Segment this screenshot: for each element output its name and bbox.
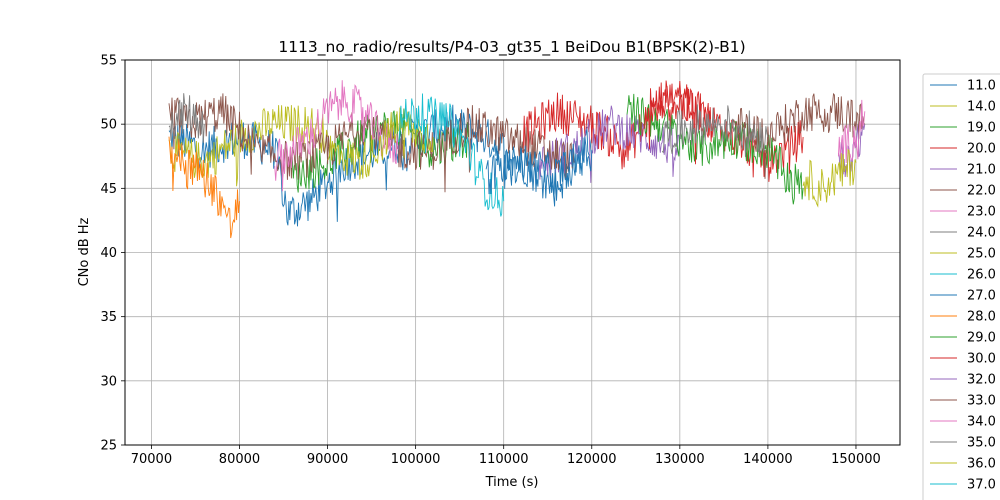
x-axis-ticks: 70000 80000 90000 100000 110000 120000 130000 1…	[131, 445, 881, 467]
x-tick-label: 140000	[743, 452, 793, 467]
x-tick-label: 120000	[567, 452, 617, 467]
x-tick-label: 150000	[831, 452, 881, 467]
y-tick-label: 35	[100, 310, 117, 325]
series-line-26-0	[397, 93, 505, 217]
y-tick-label: 50	[100, 118, 117, 133]
legend-entry: 11.0	[967, 79, 996, 94]
legend-entry: 37.0	[967, 478, 996, 493]
y-tick-label: 45	[100, 182, 117, 197]
legend-entry: 25.0	[967, 247, 996, 262]
legend-entry: 29.0	[967, 331, 996, 346]
series-line-25-0	[327, 107, 434, 180]
y-tick-label: 25	[100, 439, 117, 454]
legend-entry: 24.0	[967, 226, 996, 241]
series-line-36-0	[802, 148, 857, 208]
x-tick-label: 100000	[391, 452, 441, 467]
series-line-14-0	[168, 105, 329, 187]
x-tick-label: 90000	[307, 452, 348, 467]
legend-entry: 30.0	[967, 352, 996, 367]
x-axis-label: Time (s)	[485, 475, 539, 490]
legend-entry: 35.0	[967, 436, 996, 451]
series-line-29-0	[626, 93, 804, 205]
y-axis-ticks: 25 30 35 40 45 50 55	[100, 54, 125, 454]
legend-entry: 32.0	[967, 373, 996, 388]
series-line-24-0	[168, 93, 205, 143]
legend-entry: 26.0	[967, 268, 996, 283]
y-tick-label: 30	[100, 374, 117, 389]
legend-entry: 22.0	[967, 184, 996, 199]
x-tick-label: 70000	[131, 452, 172, 467]
series-line-22-0	[168, 93, 575, 193]
x-tick-label: 110000	[479, 452, 529, 467]
legend-entry: 21.0	[967, 163, 996, 178]
legend-entry: 19.0	[967, 121, 996, 136]
legend-entry: 20.0	[967, 142, 996, 157]
series-line-27-0	[485, 136, 593, 195]
legend-entry: 14.0	[967, 100, 996, 115]
x-tick-label: 80000	[219, 452, 260, 467]
legend-entry: 27.0	[967, 289, 996, 304]
series-line-30-0	[644, 80, 716, 165]
legend-entry: 36.0	[967, 457, 996, 472]
series-line-35-0	[661, 104, 769, 157]
legend-entry: 23.0	[967, 205, 996, 220]
legend-entry: 34.0	[967, 415, 996, 430]
series-line-23-0	[274, 80, 399, 192]
y-tick-label: 55	[100, 54, 117, 69]
y-tick-label: 40	[100, 246, 117, 261]
y-axis-label: CNo dB Hz	[77, 217, 92, 286]
plot-series	[168, 80, 866, 239]
legend-entry: 28.0	[967, 310, 996, 325]
chart-title: 1113_no_radio/results/P4-03_gt35_1 BeiDo…	[278, 38, 745, 57]
series-line-19-0	[291, 108, 469, 193]
legend-box	[922, 73, 1000, 500]
x-tick-label: 130000	[655, 452, 705, 467]
legend: 11.0 14.0 19.0 20.0 21.0 22.0 23.0 24.0 25.0 26.0…	[922, 73, 1000, 500]
series-line-34-0	[837, 99, 866, 164]
series-line-28-0	[168, 136, 240, 239]
legend-entry: 33.0	[967, 394, 996, 409]
